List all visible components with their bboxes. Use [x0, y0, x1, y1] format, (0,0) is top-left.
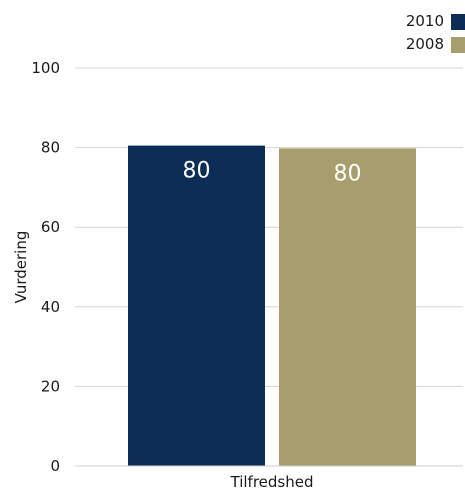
y-tick-label: 60: [41, 218, 60, 236]
y-tick-label: 40: [41, 298, 60, 316]
data-label-2008: 80: [334, 161, 362, 186]
legend-swatch-2010: [451, 14, 465, 30]
legend-label-2008: 2008: [406, 35, 444, 53]
y-axis-title: Vurdering: [12, 231, 30, 304]
y-tick-label: 80: [41, 139, 60, 157]
y-tick-label: 100: [31, 59, 60, 77]
data-label-2010: 80: [183, 159, 211, 184]
legend-swatch-2008: [451, 37, 465, 53]
bar-2008: [279, 148, 416, 466]
y-axis-ticks: 0 20 40 60 80 100: [31, 59, 60, 475]
x-tick-label: Tilfredshed: [230, 473, 314, 491]
y-tick-label: 20: [41, 377, 60, 395]
legend-label-2010: 2010: [406, 12, 444, 30]
data-labels: 80 80: [183, 159, 362, 187]
bars: [128, 145, 416, 467]
bar-2010: [128, 145, 265, 467]
legend: 2010 2008: [406, 12, 465, 53]
y-tick-label: 0: [50, 457, 60, 475]
